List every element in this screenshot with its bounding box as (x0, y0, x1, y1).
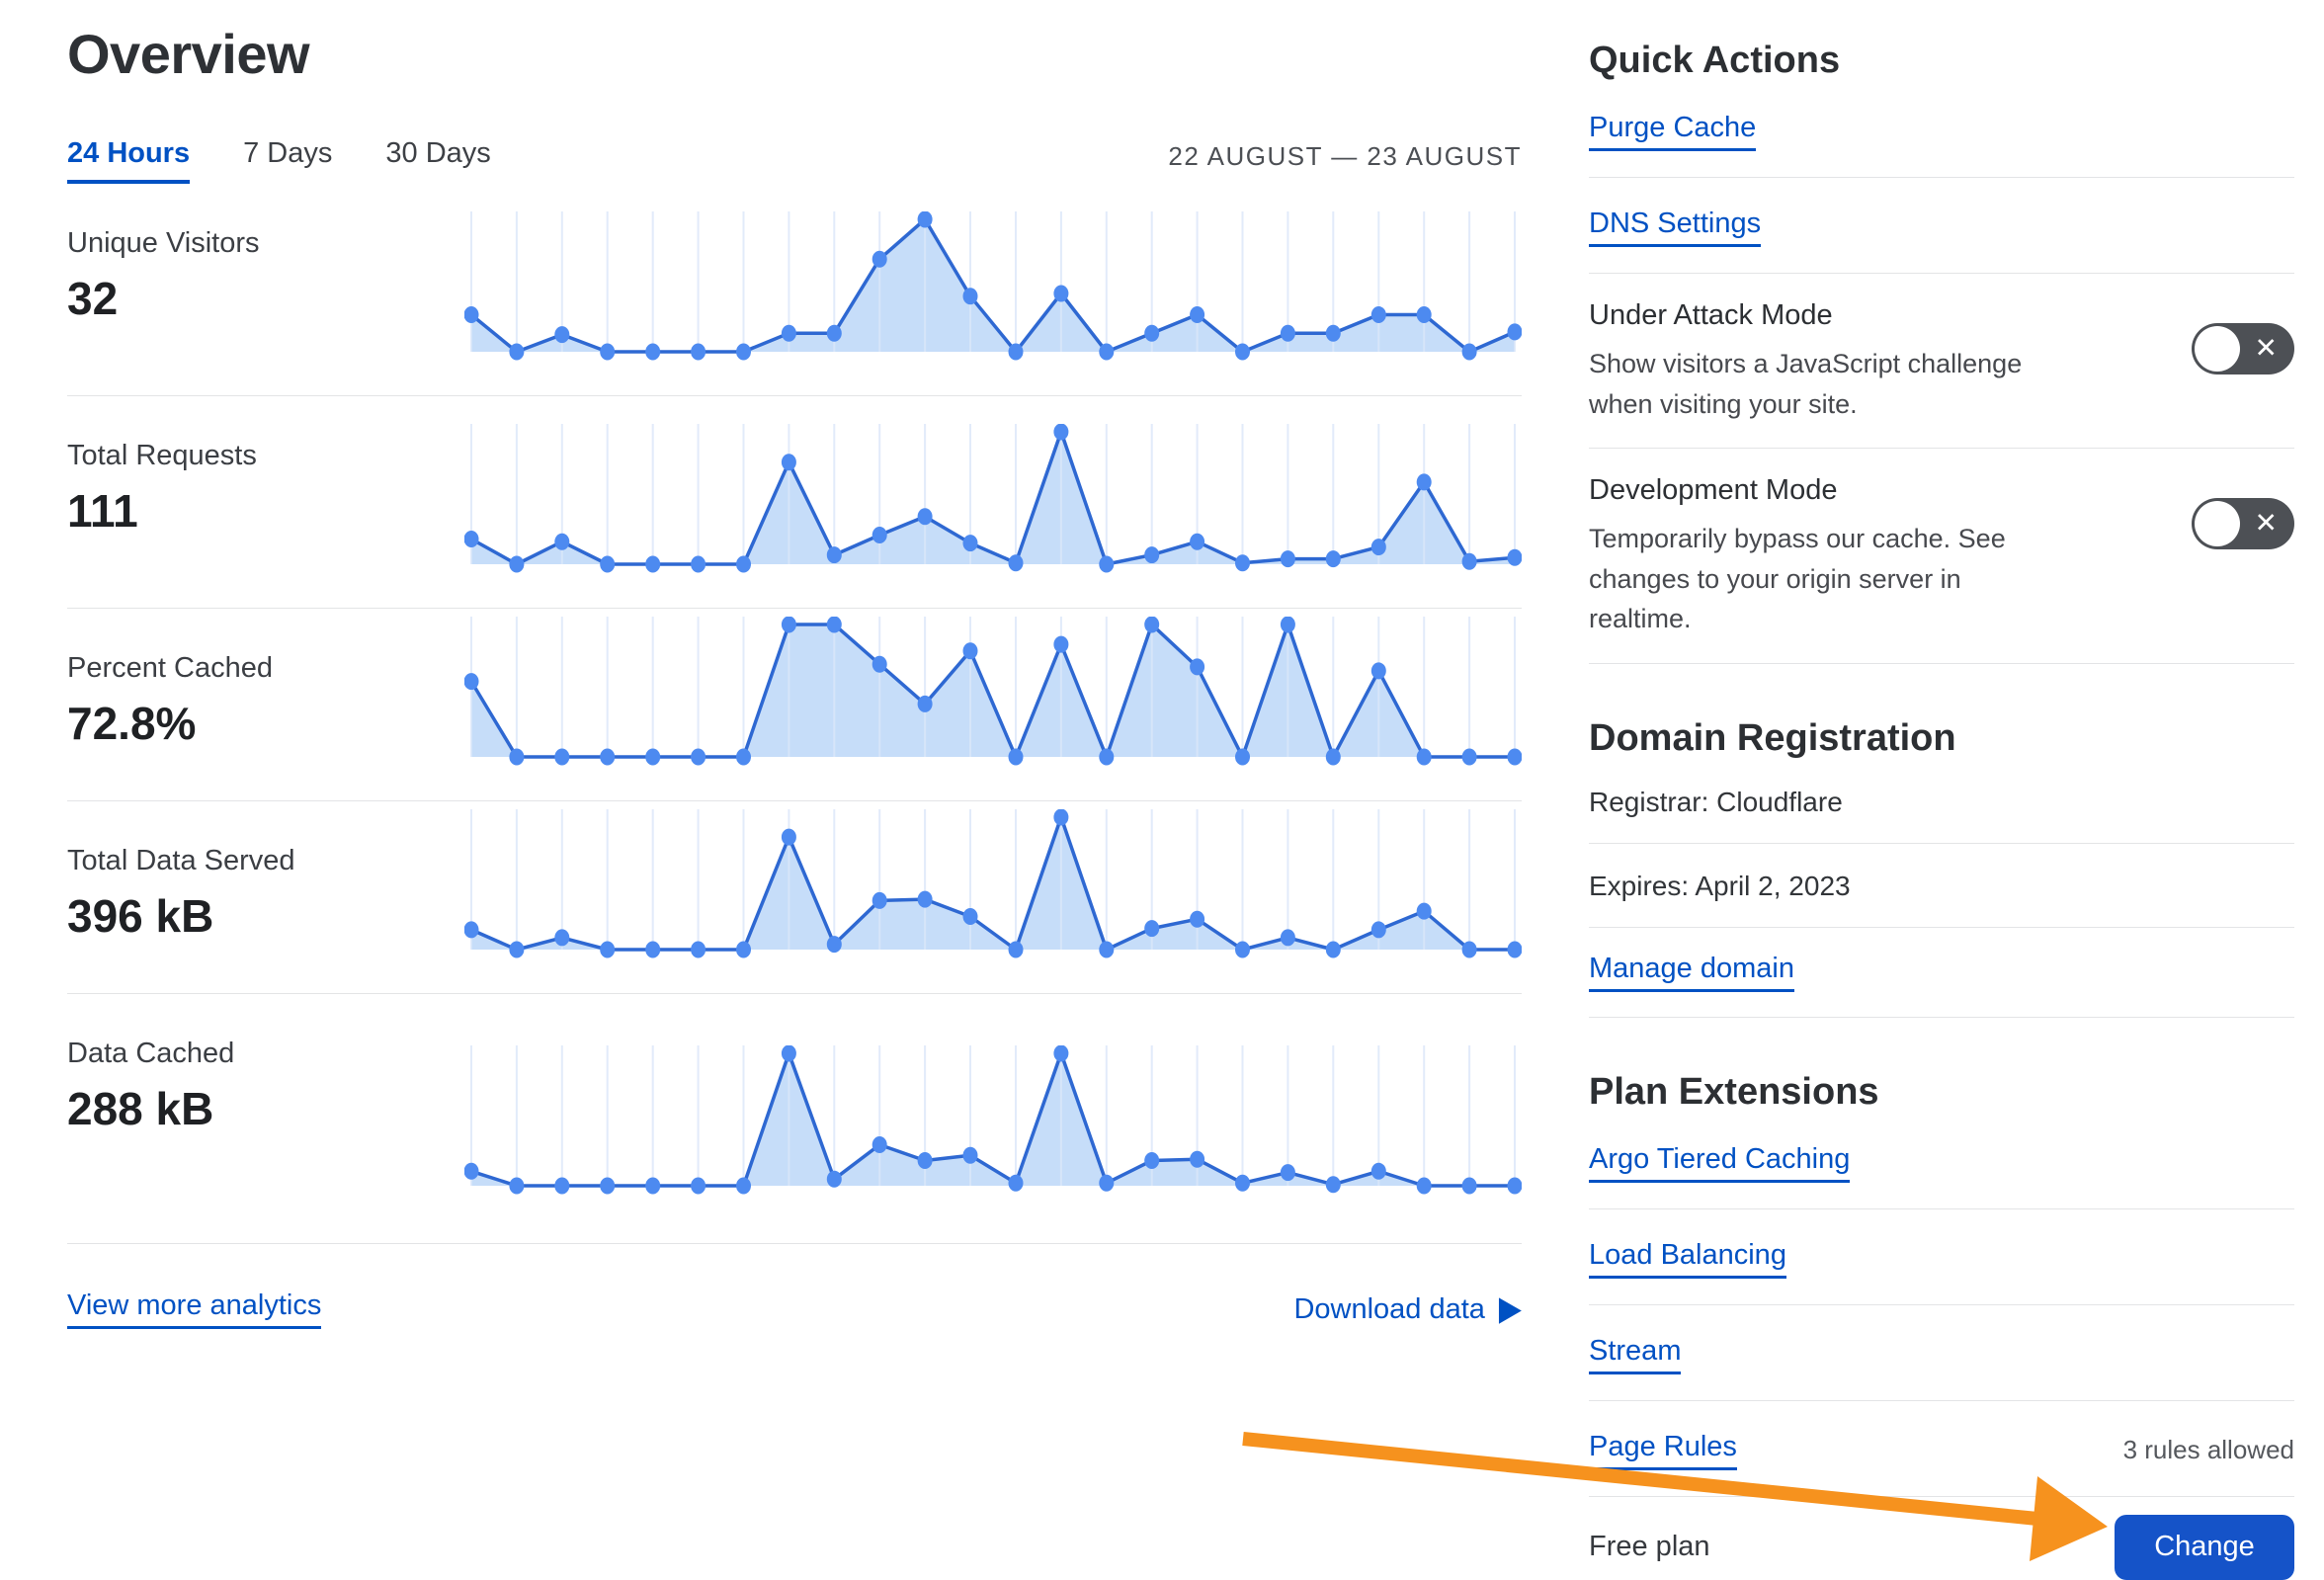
chart-meta: Total Data Served 396 kB (67, 801, 295, 993)
change-plan-button[interactable]: Change (2115, 1514, 2294, 1580)
sparkline-chart-data-cached (464, 1045, 1522, 1195)
chart-value: 72.8% (67, 698, 197, 749)
quick-actions-links: Purge Cache DNS Settings (1589, 82, 2294, 274)
chart-meta: Unique Visitors 32 (67, 184, 260, 395)
under-attack-mode-block: Under Attack Mode Show visitors a JavaSc… (1589, 274, 2294, 449)
under-attack-mode-toggle[interactable]: ✕ (2192, 323, 2294, 374)
date-range-label: 22 AUGUST — 23 AUGUST (1168, 141, 1522, 171)
chart-meta: Total Requests 111 (67, 396, 257, 608)
toggle-title: Development Mode (1589, 474, 1838, 506)
dns-settings-link[interactable]: DNS Settings (1589, 208, 1762, 247)
chart-label: Percent Cached (67, 652, 273, 684)
chart-label: Data Cached (67, 1038, 235, 1069)
analytics-footer: View more analytics Download data ▶ (67, 1289, 1522, 1329)
sidebar: Quick Actions Purge Cache DNS Settings Un… (1589, 0, 2294, 1580)
chart-label: Total Data Served (67, 845, 295, 876)
quick-action-row: DNS Settings (1589, 178, 2294, 274)
argo-tiered-caching-link[interactable]: Argo Tiered Caching (1589, 1143, 1851, 1183)
quick-action-row: Purge Cache (1589, 82, 2294, 178)
manage-domain-link[interactable]: Manage domain (1589, 953, 1794, 992)
chart-meta: Data Cached 288 kB (67, 994, 234, 1243)
chart-row-unique-visitors: Unique Visitors 32 (67, 184, 1522, 396)
plan-extension-row: Stream (1589, 1305, 2294, 1401)
chart-row-data-cached: Data Cached 288 kB (67, 994, 1522, 1244)
toggle-description: Show visitors a JavaScript challenge whe… (1589, 349, 2023, 419)
stream-link[interactable]: Stream (1589, 1335, 1682, 1374)
plan-extension-row: Page Rules 3 rules allowed (1589, 1401, 2294, 1497)
page-rules-link[interactable]: Page Rules (1589, 1431, 1737, 1470)
plan-extension-row: Load Balancing (1589, 1209, 2294, 1305)
plan-extensions-links: Argo Tiered Caching Load Balancing Stream P… (1589, 1114, 2294, 1497)
metric-chart-list: Unique Visitors 32 Total Requests 111 Pe… (67, 184, 1522, 1244)
page-title: Overview (67, 23, 310, 85)
plan-extension-row: Argo Tiered Caching (1589, 1114, 2294, 1209)
expires-row: Expires: April 2, 2023 (1589, 844, 2294, 928)
toggle-title: Under Attack Mode (1589, 299, 1833, 331)
plan-row: Free plan Change (1589, 1497, 2294, 1580)
tab-7-days[interactable]: 7 Days (243, 137, 333, 169)
tab-24-hours[interactable]: 24 Hours (67, 137, 191, 184)
mode-toggles: Under Attack Mode Show visitors a JavaSc… (1589, 274, 2294, 664)
chart-row-percent-cached: Percent Cached 72.8% (67, 609, 1522, 801)
chart-value: 396 kB (67, 890, 214, 942)
download-data-link[interactable]: Download data ▶ (1293, 1289, 1522, 1328)
sparkline-chart-total-data-served (464, 809, 1522, 958)
view-more-analytics-link[interactable]: View more analytics (67, 1289, 322, 1329)
chart-meta: Percent Cached 72.8% (67, 609, 273, 800)
sparkline-chart-unique-visitors (464, 211, 1522, 361)
time-range-tabs: 24 Hours 7 Days 30 Days (67, 137, 491, 184)
development-mode-toggle[interactable]: ✕ (2192, 498, 2294, 549)
chart-row-total-data-served: Total Data Served 396 kB (67, 801, 1522, 994)
purge-cache-link[interactable]: Purge Cache (1589, 112, 1757, 151)
quick-actions-title: Quick Actions (1589, 40, 1841, 81)
toggle-text: Under Attack Mode Show visitors a JavaSc… (1589, 299, 2053, 424)
manage-domain-row: Manage domain (1589, 928, 2294, 1018)
chart-row-total-requests: Total Requests 111 (67, 396, 1522, 609)
page-rules-note: 3 rules allowed (2122, 1435, 2294, 1464)
chart-value: 32 (67, 273, 119, 324)
plan-name: Free plan (1589, 1531, 1710, 1562)
plan-extensions-title: Plan Extensions (1589, 1070, 1879, 1113)
play-triangle-icon: ▶ (1498, 1289, 1522, 1328)
toggle-knob (2195, 326, 2240, 372)
toggle-knob (2195, 501, 2240, 546)
download-data-label: Download data (1293, 1292, 1485, 1325)
sparkline-chart-percent-cached (464, 617, 1522, 766)
chart-value: 111 (67, 485, 138, 537)
development-mode-block: Development Mode Temporarily bypass our … (1589, 449, 2294, 664)
domain-registration-title: Domain Registration (1589, 716, 1956, 759)
analytics-column: Overview 24 Hours 7 Days 30 Days 22 AUGUST… (67, 0, 1522, 1580)
toggle-description: Temporarily bypass our cache. See change… (1589, 524, 2006, 633)
sparkline-chart-total-requests (464, 424, 1522, 573)
toggle-off-icon: ✕ (2254, 507, 2278, 539)
load-balancing-link[interactable]: Load Balancing (1589, 1239, 1786, 1279)
tab-30-days[interactable]: 30 Days (385, 137, 491, 169)
chart-value: 288 kB (67, 1083, 214, 1134)
toggle-text: Development Mode Temporarily bypass our … (1589, 474, 2053, 639)
chart-label: Unique Visitors (67, 227, 260, 259)
chart-label: Total Requests (67, 440, 257, 471)
registrar-row: Registrar: Cloudflare (1589, 760, 2294, 844)
toggle-off-icon: ✕ (2254, 332, 2278, 364)
time-range-bar: 24 Hours 7 Days 30 Days 22 AUGUST — 23 AUG… (67, 137, 1522, 184)
